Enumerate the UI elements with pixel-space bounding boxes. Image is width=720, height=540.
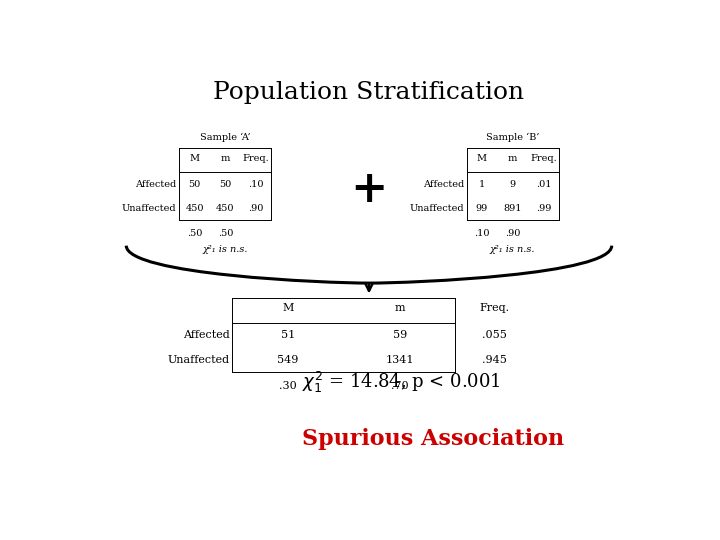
Text: .10: .10: [248, 180, 264, 188]
Text: 1341: 1341: [385, 355, 414, 365]
Text: .30: .30: [279, 381, 297, 391]
Text: 50: 50: [219, 180, 231, 188]
Text: 50: 50: [189, 180, 201, 188]
Text: Spurious Association: Spurious Association: [302, 428, 564, 450]
Text: m: m: [395, 302, 405, 313]
Text: Unaffected: Unaffected: [167, 355, 230, 365]
Text: M: M: [477, 154, 487, 163]
Text: m: m: [220, 154, 230, 163]
Text: M: M: [189, 154, 199, 163]
Text: Freq.: Freq.: [480, 302, 510, 313]
Text: 549: 549: [277, 355, 299, 365]
Text: χ²₁ is n.s.: χ²₁ is n.s.: [202, 245, 248, 254]
Text: .70: .70: [391, 381, 408, 391]
Text: .945: .945: [482, 355, 507, 365]
Text: 99: 99: [476, 204, 488, 213]
Text: 51: 51: [281, 330, 295, 340]
Text: Population Stratification: Population Stratification: [213, 82, 525, 104]
Text: Affected: Affected: [423, 180, 464, 188]
Text: m: m: [508, 154, 518, 163]
Text: $\chi^2_1$ = 14.84, p < 0.001: $\chi^2_1$ = 14.84, p < 0.001: [302, 370, 500, 395]
Text: Affected: Affected: [135, 180, 176, 188]
Text: .99: .99: [536, 204, 551, 213]
Text: 450: 450: [216, 204, 235, 213]
Text: .50: .50: [187, 229, 202, 238]
Text: M: M: [282, 302, 294, 313]
Text: Sample ‘A’: Sample ‘A’: [200, 132, 251, 141]
Text: 891: 891: [503, 204, 522, 213]
Text: 9: 9: [510, 180, 516, 188]
Text: Sample ‘B’: Sample ‘B’: [486, 132, 539, 141]
Text: 1: 1: [479, 180, 485, 188]
Text: Unaffected: Unaffected: [409, 204, 464, 213]
Text: 450: 450: [185, 204, 204, 213]
Text: .50: .50: [217, 229, 233, 238]
Text: .10: .10: [474, 229, 490, 238]
Text: .90: .90: [248, 204, 264, 213]
Text: +: +: [351, 168, 387, 211]
Text: Affected: Affected: [183, 330, 230, 340]
Text: .01: .01: [536, 180, 551, 188]
Text: .90: .90: [505, 229, 521, 238]
Text: Freq.: Freq.: [243, 154, 269, 163]
Text: 59: 59: [392, 330, 407, 340]
Text: Unaffected: Unaffected: [122, 204, 176, 213]
Text: Freq.: Freq.: [530, 154, 557, 163]
Text: χ²₁ is n.s.: χ²₁ is n.s.: [490, 245, 536, 254]
Text: .055: .055: [482, 330, 507, 340]
